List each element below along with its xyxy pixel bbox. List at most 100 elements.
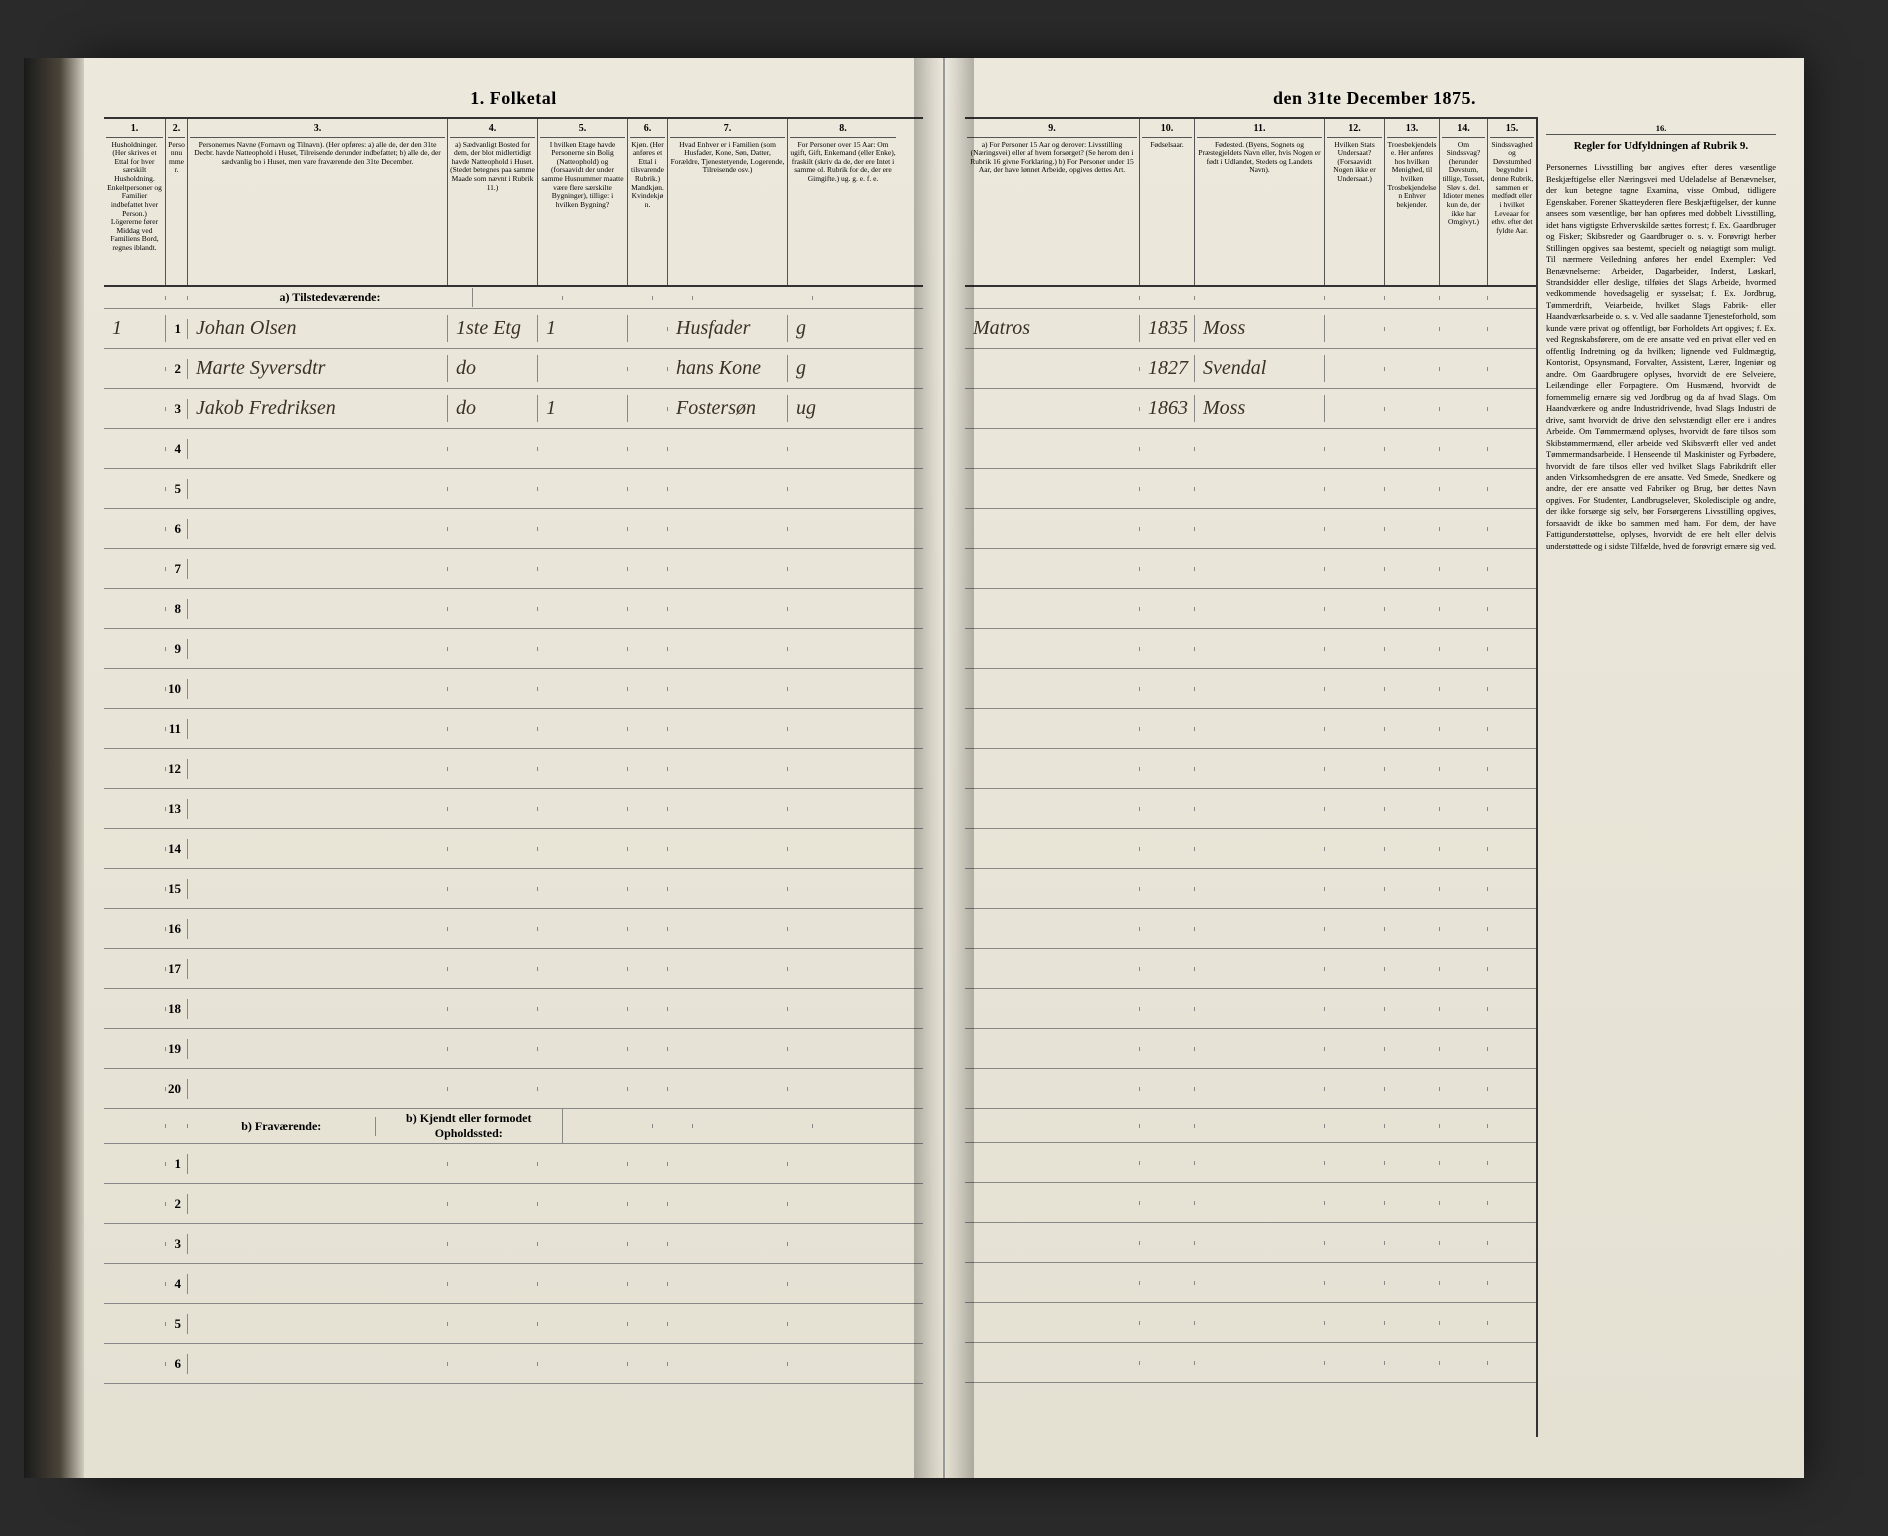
c8-cell [788,887,898,891]
c5-cell [538,727,628,731]
c9-cell [965,847,1140,851]
table-row [965,829,1536,869]
col-14: 14.Om Sindssvag? (herunder Døvstum, till… [1440,119,1488,285]
name-cell [188,1202,448,1206]
c6-cell [628,1047,668,1051]
c13-cell [1385,1161,1440,1165]
c13-cell [1385,567,1440,571]
c7-cell [668,1087,788,1091]
c15-cell [1488,1321,1536,1325]
c13-cell [1385,1241,1440,1245]
col-7: 7.Hvad Enhver er i Familien (som Husfade… [668,119,788,285]
c11-cell [1195,727,1325,731]
c4-cell [448,967,538,971]
c11-cell [1195,1087,1325,1091]
c6-cell [628,1202,668,1206]
c14-cell [1440,527,1488,531]
c13-cell [1385,967,1440,971]
c14-cell [1440,647,1488,651]
c7-cell [668,807,788,811]
c12-cell [1325,1161,1385,1165]
household-cell [104,847,166,851]
col-16-num: 16. [1546,123,1776,135]
c10-cell [1140,1007,1195,1011]
c6-cell [628,487,668,491]
c9-cell [965,767,1140,771]
c4-cell [448,567,538,571]
c4-cell [448,1322,538,1326]
c6-cell [628,687,668,691]
row-number: 12 [166,759,188,779]
c11-cell [1195,647,1325,651]
c13-cell [1385,487,1440,491]
c4-cell [448,1087,538,1091]
c8-cell: g [788,355,898,382]
c7-cell: hans Kone [668,355,788,382]
c5-cell [538,687,628,691]
row-number: 18 [166,999,188,1019]
c11-cell [1195,1281,1325,1285]
c15-cell [1488,927,1536,931]
c7-cell [668,847,788,851]
c7-cell [668,607,788,611]
c9-cell [965,1321,1140,1325]
c15-cell [1488,567,1536,571]
c10-cell: 1835 [1140,315,1195,342]
c11-cell [1195,767,1325,771]
c10-cell [1140,887,1195,891]
c9-cell [965,967,1140,971]
c11-cell: Svendal [1195,355,1325,382]
c10-cell [1140,607,1195,611]
c14-cell [1440,1087,1488,1091]
c13-cell [1385,1087,1440,1091]
c4-cell [448,767,538,771]
c7-cell: Husfader [668,315,788,342]
c11-cell [1195,887,1325,891]
name-cell [188,727,448,731]
c11-cell [1195,1241,1325,1245]
c10-cell: 1863 [1140,395,1195,422]
c14-cell [1440,1161,1488,1165]
c9-cell [965,367,1140,371]
c5-cell [538,1202,628,1206]
c11-cell: Moss [1195,315,1325,342]
c14-cell [1440,327,1488,331]
c13-cell [1385,1281,1440,1285]
c15-cell [1488,487,1536,491]
c11-cell [1195,527,1325,531]
c8-cell [788,567,898,571]
c8-cell [788,1047,898,1051]
c5-cell [538,1242,628,1246]
c13-cell [1385,1201,1440,1205]
c6-cell [628,607,668,611]
c4-cell [448,487,538,491]
ledger-book: 1. Folketal 1.Husholdninger. (Her skrive… [84,58,1804,1478]
c6-cell [628,1087,668,1091]
c8-cell [788,647,898,651]
title-left: 1. Folketal [104,88,923,109]
left-header-row: 1.Husholdninger. (Her skrives et Ettal f… [104,117,923,287]
c15-cell [1488,807,1536,811]
c15-cell [1488,727,1536,731]
household-cell [104,807,166,811]
c5-cell [538,1162,628,1166]
name-cell [188,527,448,531]
row-number: 8 [166,599,188,619]
c7-cell [668,1162,788,1166]
table-row: 8 [104,589,923,629]
c12-cell [1325,1007,1385,1011]
household-cell [104,647,166,651]
row-number: 13 [166,799,188,819]
c14-cell [1440,1007,1488,1011]
c7-cell [668,647,788,651]
row-number: 2 [166,359,188,379]
c12-cell [1325,1241,1385,1245]
c4-cell [448,1282,538,1286]
c5-cell [538,527,628,531]
c13-cell [1385,1321,1440,1325]
c10-cell [1140,1161,1195,1165]
c12-cell [1325,927,1385,931]
c10-cell [1140,687,1195,691]
section-a-row-right [965,287,1536,309]
name-cell [188,1362,448,1366]
